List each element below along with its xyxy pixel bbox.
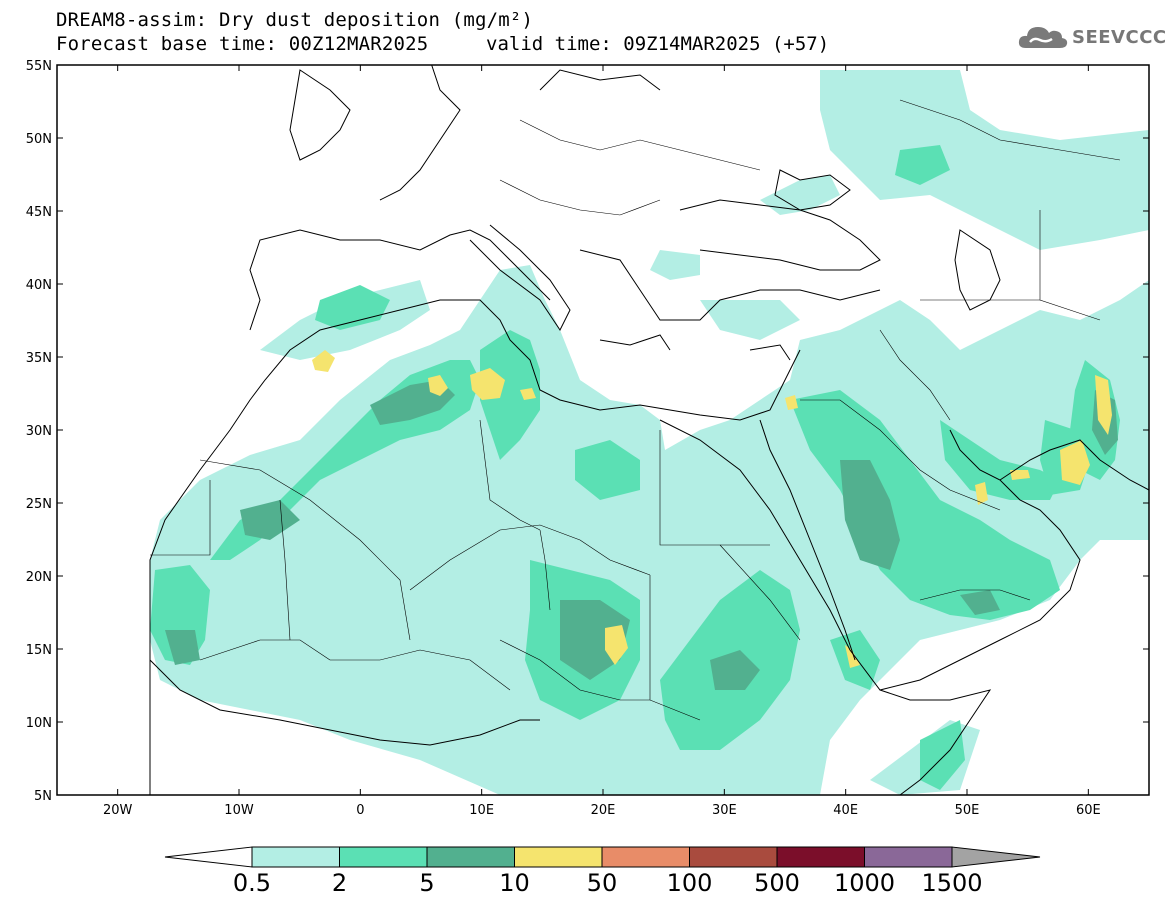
y-tick-label: 30N [26, 424, 52, 439]
colorbar-segment [514, 846, 603, 868]
y-tick-label: 55N [26, 59, 52, 74]
y-axis: 55N 50N 45N 40N 35N 30N 25N 20N 15N 10N 5N [26, 59, 1149, 804]
colorbar-label: 5 [419, 869, 434, 897]
y-tick-label: 50N [26, 132, 52, 147]
colorbar-high-arrow [951, 846, 1041, 868]
colorbar-segment [864, 846, 953, 868]
colorbar-label: 0.5 [233, 869, 271, 897]
colorbar-segment [339, 846, 428, 868]
colorbar-label: 1000 [834, 869, 895, 897]
seevccc-logo: SEEVCCC [1018, 24, 1165, 50]
colorbar-label: 10 [499, 869, 530, 897]
x-tick-label: 10W [224, 803, 254, 818]
colorbar-segment [251, 846, 340, 868]
colorbar-segment [426, 846, 515, 868]
x-tick-label: 30E [712, 803, 737, 818]
y-tick-label: 5N [34, 789, 52, 804]
coastlines [149, 65, 1149, 795]
country-borders [150, 99, 1121, 721]
colorbar-label: 500 [754, 869, 800, 897]
y-tick-label: 20N [26, 570, 52, 585]
colorbar-segment [601, 846, 690, 868]
x-tick-label: 20W [103, 803, 133, 818]
x-tick-label: 50E [955, 803, 980, 818]
colorbar-label: 100 [667, 869, 713, 897]
cloud-icon [1018, 27, 1068, 48]
x-tick-label: 0 [356, 803, 364, 818]
forecast-base-time: Forecast base time: 00Z12MAR2025 [56, 33, 429, 55]
y-tick-label: 15N [26, 643, 52, 658]
colorbar-low-arrow [164, 846, 253, 868]
y-tick-label: 40N [26, 278, 52, 293]
x-tick-label: 60E [1076, 803, 1101, 818]
colorbar-label: 1500 [921, 869, 982, 897]
x-axis: 20W 10W 0 10E 20E 30E 40E 50E 60E [103, 65, 1101, 818]
y-tick-label: 45N [26, 205, 52, 220]
x-tick-label: 10E [469, 803, 494, 818]
y-tick-label: 10N [26, 716, 52, 731]
map-title: DREAM8-assim: Dry dust deposition (mg/m²… [56, 9, 534, 31]
colorbar-segment [776, 846, 865, 868]
y-tick-label: 25N [26, 497, 52, 512]
colorbar: 0.5 2 5 10 50 100 500 1000 1500 [164, 846, 1041, 897]
dust-level-0p5 [150, 70, 1149, 795]
x-tick-label: 20E [591, 803, 616, 818]
dust-level-10 [312, 350, 1112, 668]
logo-text: SEEVCCC [1072, 26, 1165, 48]
dust-field-layer [150, 70, 1149, 795]
valid-time: valid time: 09Z14MAR2025 (+57) [486, 33, 830, 55]
x-tick-label: 40E [833, 803, 858, 818]
y-tick-label: 35N [26, 351, 52, 366]
colorbar-label: 2 [332, 869, 347, 897]
colorbar-segment [689, 846, 778, 868]
colorbar-label: 50 [587, 869, 618, 897]
